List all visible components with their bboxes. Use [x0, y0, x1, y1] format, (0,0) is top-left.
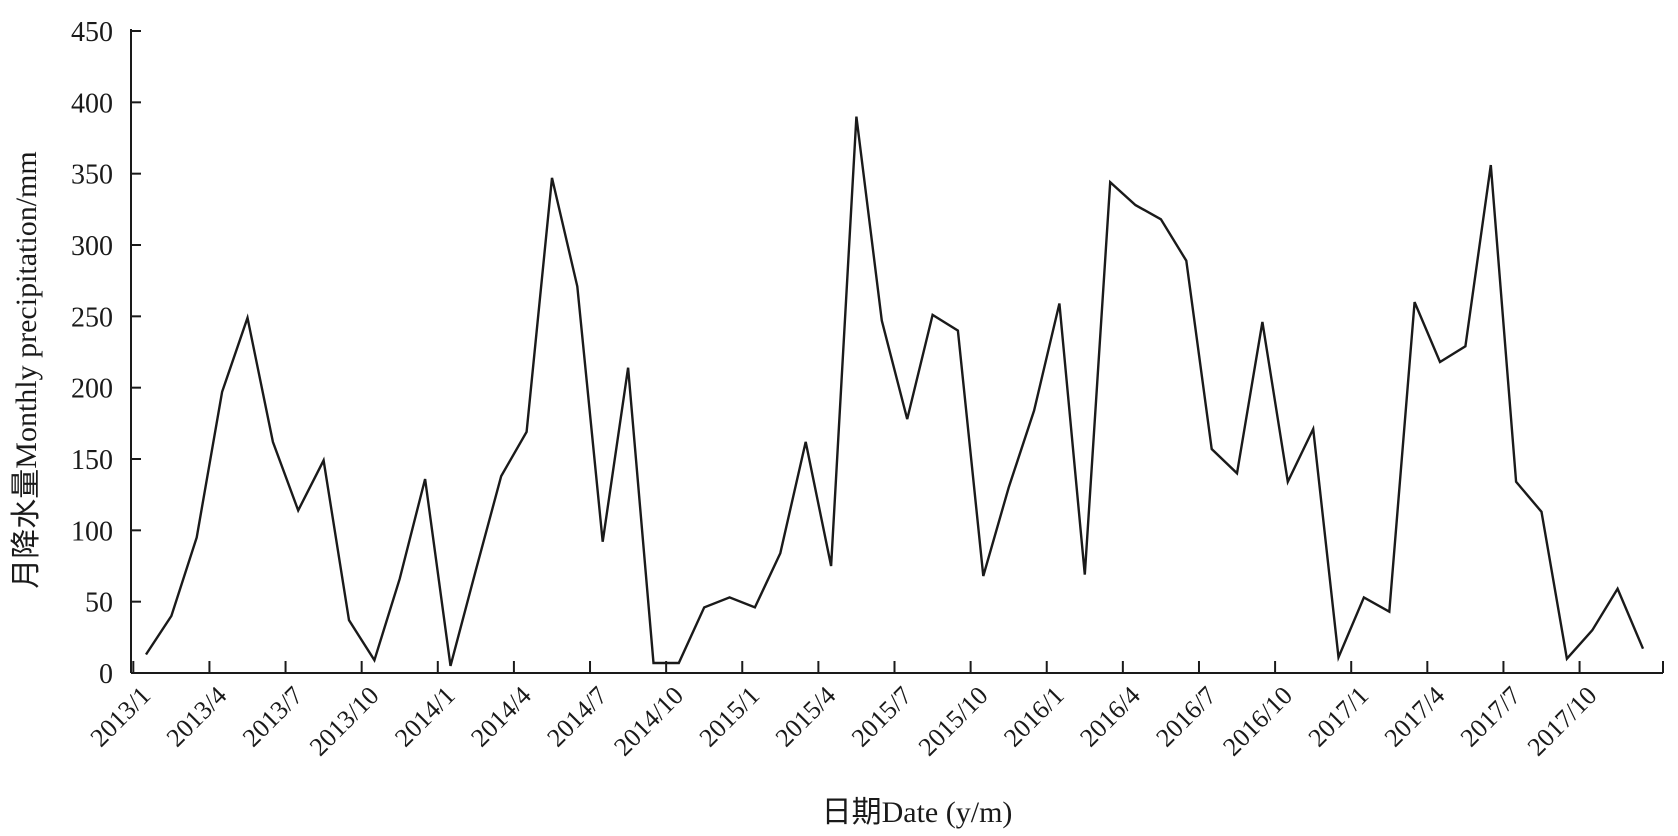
y-tick-label: 150: [71, 445, 113, 476]
x-tick-label: 2016/1: [998, 681, 1070, 753]
x-tick-label: 2017/7: [1455, 681, 1527, 753]
y-ticks: 0 50 100 150 200 250 300 350 400 450: [71, 17, 141, 690]
axes: [130, 29, 1663, 674]
x-axis-title: 日期Date (y/m): [822, 796, 1013, 829]
x-tick-label: 2014/1: [389, 681, 461, 753]
y-tick-label: 300: [71, 231, 113, 262]
x-tick-label: 2017/10: [1522, 681, 1603, 762]
x-tick-label: 2014/4: [465, 681, 537, 753]
y-tick-label: 200: [71, 374, 113, 405]
x-tick-label: 2015/10: [913, 681, 994, 762]
x-tick-label: 2014/7: [541, 681, 613, 753]
x-tick-label: 2015/7: [846, 681, 918, 753]
precipitation-series-line: [144, 116, 1645, 667]
y-tick-label: 100: [71, 516, 113, 547]
x-tick-label: 2014/10: [608, 681, 689, 762]
x-tick-label: 2017/1: [1303, 681, 1375, 753]
x-tick-label: 2016/10: [1217, 681, 1298, 762]
x-tick-label: 2015/4: [770, 681, 842, 753]
x-tick-label: 2013/1: [85, 681, 157, 753]
x-tick-label: 2016/7: [1150, 681, 1222, 753]
y-tick-label: 350: [71, 160, 113, 191]
y-tick-label: 50: [85, 588, 113, 619]
y-tick-label: 250: [71, 302, 113, 333]
series-layer: [144, 116, 1645, 667]
y-tick-label: 0: [99, 659, 113, 690]
y-tick-label: 400: [71, 88, 113, 119]
x-tick-label: 2016/4: [1074, 681, 1146, 753]
x-tick-label: 2013/4: [161, 681, 233, 753]
x-tick-label: 2013/7: [237, 681, 309, 753]
x-tick-label: 2017/4: [1379, 681, 1451, 753]
x-tick-label: 2013/10: [304, 681, 385, 762]
y-axis-title: 月降水量Monthly precipitation/mm: [10, 151, 43, 588]
x-tick-label: 2015/1: [694, 681, 766, 753]
y-tick-label: 450: [71, 17, 113, 48]
